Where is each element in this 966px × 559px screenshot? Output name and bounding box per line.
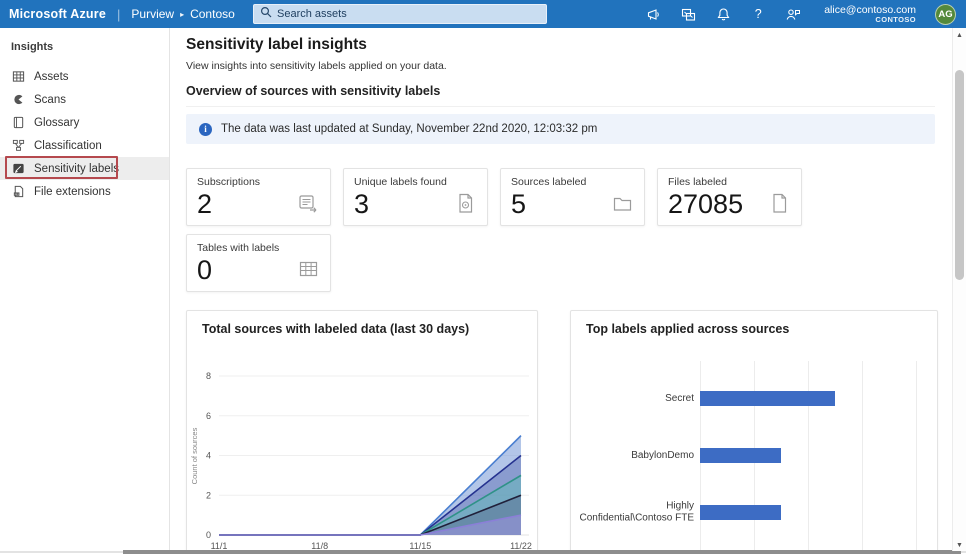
area-chart: 0 2 4 6 8 11/1 11/8 11/15 11/22 Count of sources	[190, 371, 532, 551]
global-search[interactable]	[253, 4, 547, 24]
sidebar: Insights Assets Scans Glossary Classific…	[0, 28, 170, 559]
bar-gridline	[862, 361, 863, 551]
sidebar-item-classification[interactable]: Classification	[0, 134, 169, 157]
area-chart-card: Total sources with labeled data (last 30…	[186, 310, 538, 559]
horizontal-scrollbar[interactable]	[0, 550, 966, 559]
sidebar-item-label: Assets	[34, 70, 69, 83]
table-icon	[298, 259, 319, 280]
page-subtitle: View insights into sensitivity labels ap…	[186, 60, 447, 72]
sensitivity-labels-icon	[11, 162, 25, 176]
last-updated-banner: i The data was last updated at Sunday, N…	[186, 114, 935, 144]
file-icon	[769, 193, 790, 214]
sidebar-item-label: Sensitivity labels	[34, 162, 120, 175]
svg-text:8: 8	[206, 371, 211, 381]
search-input[interactable]	[277, 8, 540, 20]
svg-text:Count of sources: Count of sources	[190, 427, 199, 484]
svg-text:11/22: 11/22	[510, 541, 532, 551]
kpi-label: Files labeled	[668, 176, 727, 188]
bar-category-label: Secret	[665, 392, 694, 404]
svg-text:11/8: 11/8	[311, 541, 328, 551]
svg-text:11/15: 11/15	[409, 541, 431, 551]
banner-text: The data was last updated at Sunday, Nov…	[221, 123, 598, 135]
breadcrumb-instance[interactable]: Contoso	[190, 7, 235, 21]
bar-category-label: BabylonDemo	[631, 449, 694, 461]
breadcrumb-app[interactable]: Purview	[131, 7, 175, 21]
switch-directory-icon[interactable]	[680, 6, 696, 22]
kpi-label: Unique labels found	[354, 176, 447, 188]
scans-icon	[11, 93, 25, 107]
kpi-label: Sources labeled	[511, 176, 587, 188]
scroll-up-icon[interactable]: ▲	[956, 32, 963, 39]
info-icon: i	[199, 122, 212, 136]
help-icon[interactable]: ?	[754, 7, 762, 21]
kpi-label: Tables with labels	[197, 242, 280, 254]
glossary-icon	[11, 116, 25, 130]
svg-text:6: 6	[206, 411, 211, 421]
bar-chart-title: Top labels applied across sources	[586, 322, 790, 336]
bar-category-label: Highly Confidential\Contoso FTE	[579, 500, 694, 524]
kpi-value: 2	[197, 189, 213, 219]
svg-text:4: 4	[206, 451, 211, 461]
kpi-card-sources-labeled: Sources labeled 5	[500, 168, 645, 226]
bar	[700, 391, 835, 406]
azure-logo[interactable]: Microsoft Azure	[9, 7, 106, 21]
bar-gridline	[916, 361, 917, 551]
kpi-label: Subscriptions	[197, 176, 261, 188]
kpi-card-files-labeled: Files labeled 27085	[657, 168, 802, 226]
bar	[700, 505, 781, 520]
breadcrumb: Purview ▸ Contoso	[131, 7, 234, 21]
horizontal-scrollbar-thumb[interactable]	[123, 550, 961, 554]
vertical-scrollbar[interactable]: ▲ ▼	[952, 28, 966, 551]
sidebar-item-label: Scans	[34, 93, 66, 106]
kpi-value: 3	[354, 189, 370, 219]
vertical-scrollbar-thumb[interactable]	[955, 70, 964, 280]
bar	[700, 448, 781, 463]
kpi-card-subscriptions: Subscriptions 2	[186, 168, 331, 226]
folder-icon	[612, 193, 633, 214]
topbar-divider: |	[117, 6, 121, 22]
svg-text:0: 0	[206, 530, 211, 540]
kpi-card-unique-labels: Unique labels found 3	[343, 168, 488, 226]
avatar[interactable]: AG	[935, 3, 956, 25]
search-icon	[260, 5, 272, 23]
labeled-file-icon	[455, 193, 476, 214]
user-email: alice@contoso.com	[824, 3, 916, 16]
kpi-value: 27085	[668, 189, 744, 219]
bar-chart-card: Top labels applied across sources Secret…	[570, 310, 938, 559]
notifications-icon[interactable]	[715, 6, 731, 22]
sidebar-item-glossary[interactable]: Glossary	[0, 111, 169, 134]
user-tenant: CONTOSO	[875, 14, 916, 24]
svg-text:11/1: 11/1	[211, 541, 228, 551]
breadcrumb-chevron-icon: ▸	[180, 9, 185, 19]
sidebar-item-file-extensions[interactable]: File extensions	[0, 180, 169, 203]
kpi-card-tables-with-labels: Tables with labels 0	[186, 234, 331, 292]
feedback-icon[interactable]	[785, 6, 801, 22]
kpi-value: 0	[197, 255, 213, 285]
scroll-down-icon[interactable]: ▼	[956, 542, 963, 549]
announcements-icon[interactable]	[645, 6, 661, 22]
subscription-icon	[298, 193, 319, 214]
top-bar: Microsoft Azure | Purview ▸ Contoso ?	[0, 0, 966, 28]
file-extensions-icon	[11, 185, 25, 199]
sidebar-item-label: Glossary	[34, 116, 80, 129]
sidebar-item-label: File extensions	[34, 185, 111, 198]
sidebar-item-scans[interactable]: Scans	[0, 88, 169, 111]
kpi-value: 5	[511, 189, 527, 219]
page-title: Sensitivity label insights	[186, 36, 367, 53]
account-info[interactable]: alice@contoso.com CONTOSO	[824, 4, 916, 25]
bar-gridline	[808, 361, 809, 551]
sidebar-item-assets[interactable]: Assets	[0, 65, 169, 88]
area-chart-title: Total sources with labeled data (last 30…	[202, 322, 470, 336]
sidebar-header: Insights	[11, 41, 54, 53]
classification-icon	[11, 139, 25, 153]
section-heading: Overview of sources with sensitivity lab…	[186, 84, 935, 107]
sidebar-item-sensitivity-labels[interactable]: Sensitivity labels	[0, 156, 169, 180]
assets-icon	[11, 70, 25, 84]
svg-text:2: 2	[206, 490, 211, 500]
sidebar-item-label: Classification	[34, 139, 102, 152]
